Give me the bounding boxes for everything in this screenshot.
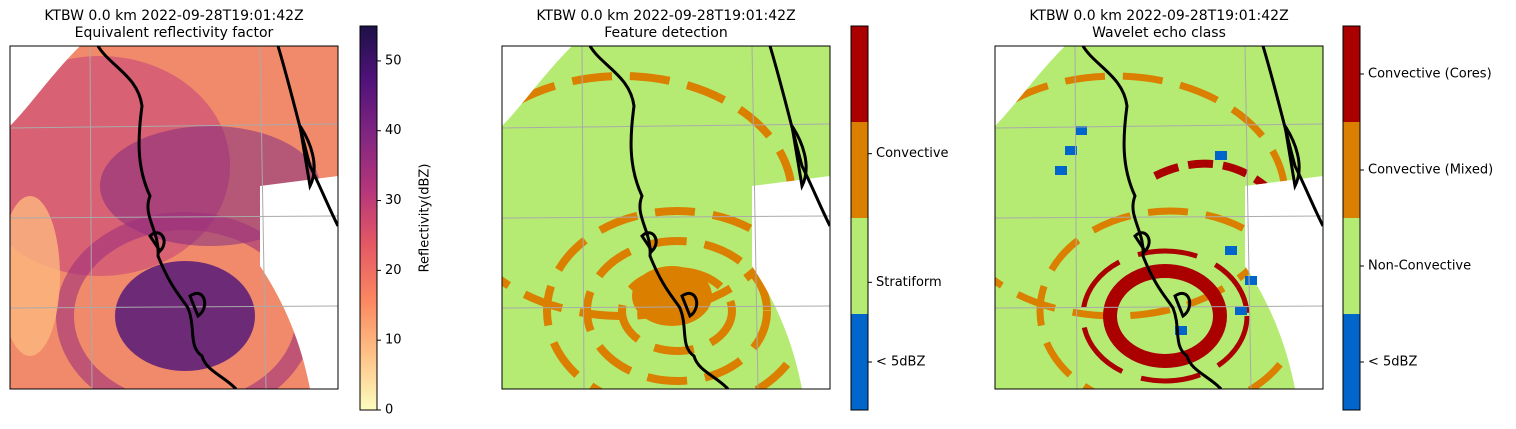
chart-subtitle: Feature detection (604, 25, 727, 41)
graticule (10, 215, 338, 219)
radar-field (1235, 306, 1247, 315)
map-frame (501, 45, 831, 390)
radar-field (10, 196, 60, 356)
radar-field (1175, 326, 1187, 335)
coastline (1261, 46, 1323, 227)
colorbar-segment (1343, 218, 1360, 314)
graticule (1244, 46, 1252, 389)
coastline (96, 46, 238, 389)
colorbar (360, 26, 377, 410)
chart-title: KTBW 0.0 km 2022-09-28T19:01:42Z (536, 8, 795, 24)
no-echo (10, 46, 80, 126)
graticule (581, 46, 585, 389)
map (10, 46, 338, 389)
tick-label: 40 (385, 123, 402, 138)
radar-field (1225, 246, 1237, 255)
graticule (502, 305, 830, 309)
tick-label: 0 (385, 403, 393, 418)
radar-field (1245, 276, 1257, 285)
colorbar-segment (851, 218, 868, 314)
map (502, 46, 830, 389)
no-echo (260, 176, 338, 389)
graticule (502, 123, 830, 129)
map (995, 46, 1323, 389)
radar-field (1215, 151, 1227, 160)
tick-label: Convective (Cores) (1368, 67, 1492, 82)
graticule (89, 46, 93, 389)
radar-field (1055, 166, 1067, 175)
radar-field (115, 261, 255, 371)
radar-field (1080, 248, 1250, 384)
colorbar-frame (1342, 25, 1361, 411)
chart-subtitle: Wavelet echo class (1092, 25, 1226, 41)
no-echo (752, 176, 830, 389)
radar-field (1065, 146, 1077, 155)
radar-field (618, 267, 736, 355)
graticule (10, 123, 338, 129)
tick-label: < 5dBZ (1368, 355, 1417, 370)
colorbar-frame (359, 25, 378, 411)
graticule (751, 46, 759, 389)
coastline (1133, 125, 1301, 319)
no-echo (995, 46, 1065, 126)
graticule (995, 305, 1323, 309)
colorbar-segment (1343, 26, 1360, 122)
graticule (502, 215, 830, 219)
graticule (995, 123, 1323, 129)
colorbar-segment (1343, 314, 1360, 410)
tick-label: 20 (385, 263, 402, 278)
coastline (588, 46, 730, 389)
graticule (995, 215, 1323, 219)
tick-label: < 5dBZ (876, 355, 925, 370)
tick-label: 10 (385, 333, 402, 348)
graticule (1074, 46, 1078, 389)
coastline (640, 125, 808, 319)
tick-label: Stratiform (876, 275, 942, 290)
radar-field (1075, 126, 1087, 135)
colorbar-segment (851, 26, 868, 122)
chart-title: KTBW 0.0 km 2022-09-28T19:01:42Z (1029, 8, 1288, 24)
tick-label: 50 (385, 53, 402, 68)
colorbar-segment (851, 122, 868, 218)
graticule (10, 305, 338, 309)
coastline (768, 46, 830, 227)
map-frame (994, 45, 1324, 390)
coastline (148, 125, 316, 319)
no-echo (1245, 176, 1323, 389)
no-echo (502, 46, 572, 126)
chart-subtitle: Equivalent reflectivity factor (75, 25, 274, 41)
colorbar-label: Reflectivity(dBZ) (418, 164, 433, 273)
tick-label: Convective (876, 146, 949, 161)
tick-label: Convective (Mixed) (1368, 163, 1493, 178)
colorbar-segment (851, 314, 868, 410)
colorbar-segment (1343, 122, 1360, 218)
radar-field (1153, 159, 1268, 190)
map-frame (9, 45, 339, 390)
graticule (259, 46, 267, 389)
colorbar-frame (850, 25, 869, 411)
radar-field (1103, 264, 1227, 368)
coastline (1081, 46, 1223, 389)
tick-label: Non-Convective (1368, 259, 1471, 274)
coastline (276, 46, 338, 227)
chart-title: KTBW 0.0 km 2022-09-28T19:01:42Z (44, 8, 303, 24)
tick-label: 30 (385, 193, 402, 208)
